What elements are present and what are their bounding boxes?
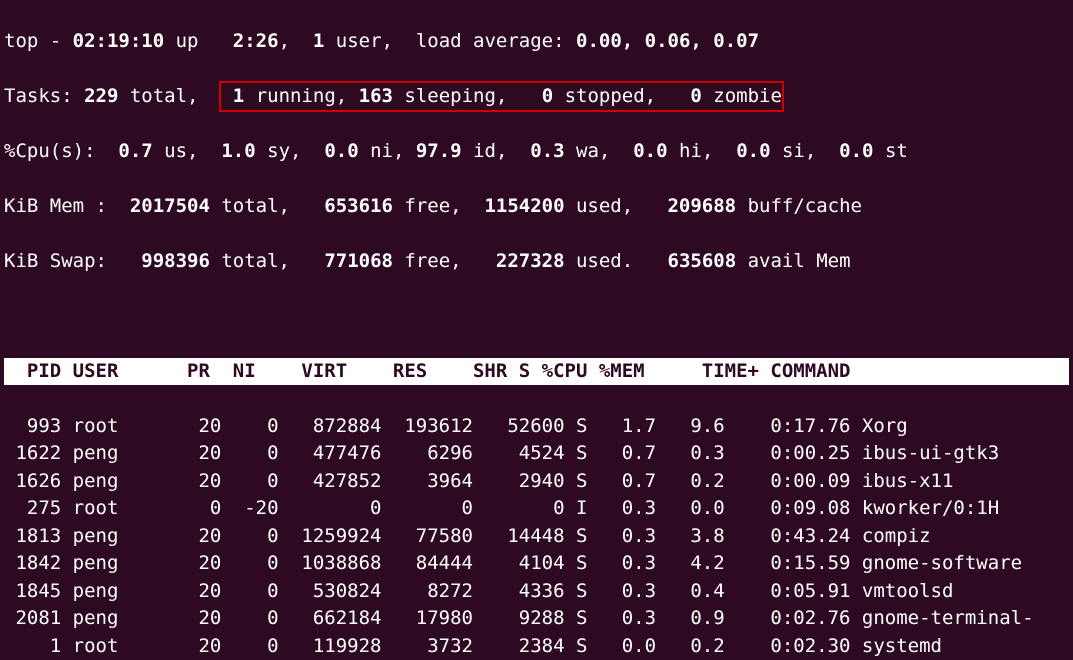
blank-line	[4, 303, 1069, 331]
process-row[interactable]: 1622 peng 20 0 477476 6296 4524 S 0.7 0.…	[4, 440, 1069, 468]
process-row[interactable]: 1626 peng 20 0 427852 3964 2940 S 0.7 0.…	[4, 468, 1069, 496]
process-row[interactable]: 2081 peng 20 0 662184 17980 9288 S 0.3 0…	[4, 605, 1069, 633]
terminal-root[interactable]: top - 02:19:10 up 2:26, 1 user, load ave…	[0, 0, 1073, 660]
process-row[interactable]: 275 root 0 -20 0 0 0 I 0.3 0.0 0:09.08 k…	[4, 495, 1069, 523]
summary-tasks: Tasks: 229 total, 1 running, 163 sleepin…	[4, 83, 1069, 111]
tasks-highlight-box: 1 running, 163 sleeping, 0 stopped, 0 zo…	[219, 81, 784, 113]
summary-cpu: %Cpu(s): 0.7 us, 1.0 sy, 0.0 ni, 97.9 id…	[4, 138, 1069, 166]
process-row[interactable]: 1 root 20 0 119928 3732 2384 S 0.0 0.2 0…	[4, 633, 1069, 660]
summary-mem: KiB Mem : 2017504 total, 653616 free, 11…	[4, 193, 1069, 221]
process-row[interactable]: 1842 peng 20 0 1038868 84444 4104 S 0.3 …	[4, 550, 1069, 578]
summary-line-1: top - 02:19:10 up 2:26, 1 user, load ave…	[4, 28, 1069, 56]
process-columns-header: PID USER PR NI VIRT RES SHR S %CPU %MEM …	[4, 358, 1069, 386]
process-row[interactable]: 1813 peng 20 0 1259924 77580 14448 S 0.3…	[4, 523, 1069, 551]
process-row[interactable]: 1845 peng 20 0 530824 8272 4336 S 0.3 0.…	[4, 578, 1069, 606]
summary-swap: KiB Swap: 998396 total, 771068 free, 227…	[4, 248, 1069, 276]
process-row[interactable]: 993 root 20 0 872884 193612 52600 S 1.7 …	[4, 413, 1069, 441]
process-list: 993 root 20 0 872884 193612 52600 S 1.7 …	[4, 413, 1069, 660]
